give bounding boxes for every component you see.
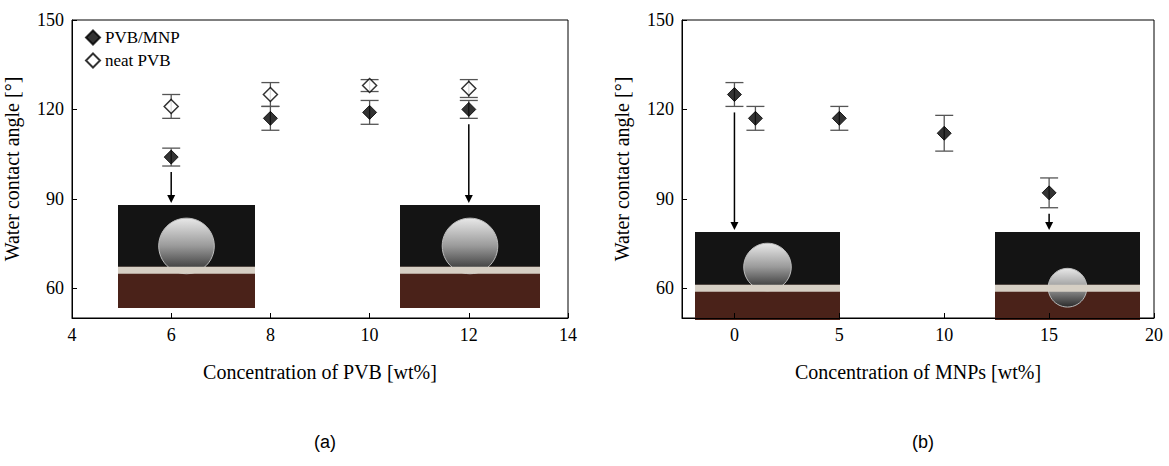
svg-text:15: 15: [1040, 325, 1058, 345]
svg-text:60: 60: [656, 278, 674, 298]
svg-text:120: 120: [37, 99, 64, 119]
svg-text:PVB/MNP: PVB/MNP: [105, 28, 180, 47]
svg-text:12: 12: [460, 325, 478, 345]
svg-text:150: 150: [647, 10, 674, 30]
svg-text:90: 90: [656, 189, 674, 209]
svg-text:10: 10: [935, 325, 953, 345]
svg-text:(a): (a): [314, 432, 336, 452]
svg-text:5: 5: [835, 325, 844, 345]
svg-text:4: 4: [68, 325, 77, 345]
svg-text:(b): (b): [912, 432, 934, 452]
svg-text:90: 90: [46, 189, 64, 209]
svg-text:6: 6: [167, 325, 176, 345]
svg-text:150: 150: [37, 10, 64, 30]
svg-text:20: 20: [1145, 325, 1163, 345]
svg-text:0: 0: [730, 325, 739, 345]
svg-text:Concentration of MNPs [wt%]: Concentration of MNPs [wt%]: [795, 361, 1041, 383]
svg-text:Water contact angle [°]: Water contact angle [°]: [611, 77, 634, 262]
svg-text:120: 120: [647, 99, 674, 119]
svg-text:Water contact angle [°]: Water contact angle [°]: [1, 77, 24, 262]
svg-text:10: 10: [361, 325, 379, 345]
svg-text:8: 8: [266, 325, 275, 345]
svg-text:Concentration of PVB [wt%]: Concentration of PVB [wt%]: [203, 361, 437, 383]
svg-text:14: 14: [559, 325, 577, 345]
svg-text:60: 60: [46, 278, 64, 298]
svg-text:neat PVB: neat PVB: [105, 51, 171, 70]
